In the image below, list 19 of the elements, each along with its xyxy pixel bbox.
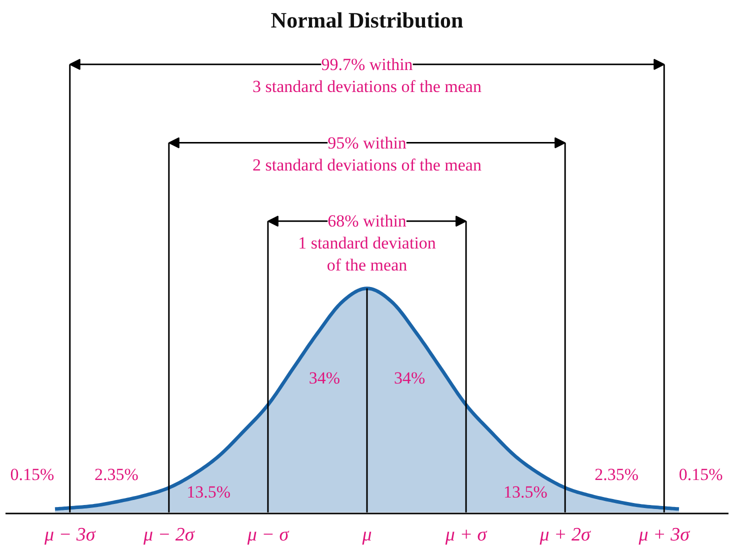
- x-tick-label: μ − 2σ: [142, 524, 195, 546]
- text: 68% within 1 standard deviation of the mean: [298, 212, 436, 275]
- x-tick-label: μ − 3σ: [44, 524, 96, 546]
- annotation: 13.5%: [504, 482, 548, 502]
- annotation: 13.5%: [186, 482, 230, 502]
- x-tick-label: μ − σ: [246, 524, 290, 546]
- annotation: 34%: [308, 368, 340, 388]
- annotation: 0.15%: [10, 464, 54, 484]
- annotation: 2.35%: [94, 464, 138, 484]
- x-tick-label: μ + 2σ: [538, 524, 592, 546]
- x-tick-label: μ + 3σ: [638, 524, 690, 546]
- annotation: 0.15%: [678, 464, 723, 484]
- x-tick-label: μ: [361, 524, 372, 546]
- annotation: 2.35%: [594, 464, 639, 484]
- chart-title: Normal Distribution: [270, 8, 464, 32]
- annotation: 34%: [394, 368, 426, 388]
- text: 99.7% within 3 standard deviations of the mean: [252, 54, 482, 96]
- x-tick-label: μ + σ: [444, 524, 488, 546]
- text: 95% within 2 standard deviations of the mean: [252, 133, 482, 174]
